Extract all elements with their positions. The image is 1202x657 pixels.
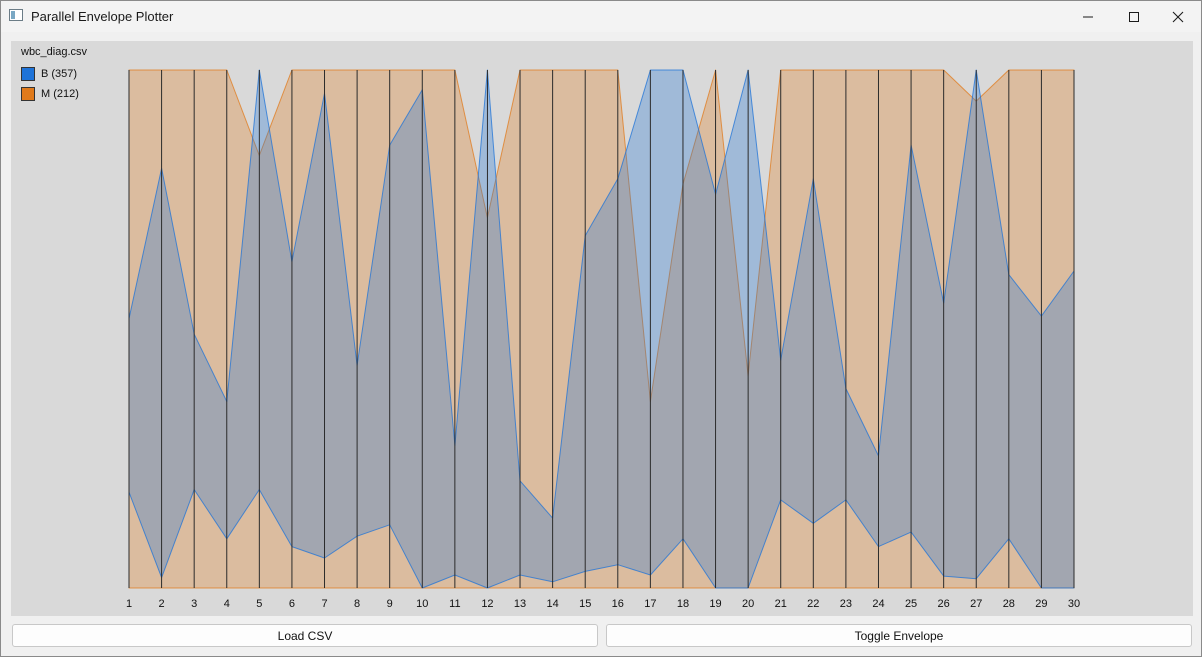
app-window-icon xyxy=(9,9,23,21)
close-icon xyxy=(1172,11,1184,22)
legend-swatch-m xyxy=(21,87,35,101)
axis-label-21: 21 xyxy=(775,598,787,610)
axis-label-27: 27 xyxy=(970,598,982,610)
title-bar[interactable]: Parallel Envelope Plotter xyxy=(1,1,1201,32)
axis-label-15: 15 xyxy=(579,598,591,610)
axis-label-2: 2 xyxy=(159,598,165,610)
axis-label-1: 1 xyxy=(126,598,132,610)
axis-label-5: 5 xyxy=(256,598,262,610)
axis-label-9: 9 xyxy=(387,598,393,610)
axis-label-30: 30 xyxy=(1068,598,1080,610)
axis-label-14: 14 xyxy=(546,598,558,610)
axis-label-12: 12 xyxy=(481,598,493,610)
parallel-envelope-chart: 1 2 3 4 5 6 7 8 9 10 11 12 13 14 15 16 17 18 19 20 21 22 23 24 2… xyxy=(126,69,1080,610)
axis-label-25: 25 xyxy=(905,598,917,610)
legend-item-m: M (212) xyxy=(21,86,79,102)
axis-label-26: 26 xyxy=(938,598,950,610)
axis-label-20: 20 xyxy=(742,598,754,610)
axis-label-29: 29 xyxy=(1035,598,1047,610)
legend-label-b: B (357) xyxy=(41,68,78,80)
maximize-button[interactable] xyxy=(1111,1,1157,32)
legend-label-m: M (212) xyxy=(41,88,79,100)
axis-label-7: 7 xyxy=(321,598,327,610)
axis-label-28: 28 xyxy=(1003,598,1015,610)
legend-item-b: B (357) xyxy=(21,66,77,82)
axis-label-22: 22 xyxy=(807,598,819,610)
minimize-button[interactable] xyxy=(1065,1,1111,32)
window-title: Parallel Envelope Plotter xyxy=(31,9,174,24)
load-csv-button[interactable]: Load CSV xyxy=(12,624,598,647)
legend-swatch-b xyxy=(21,67,35,81)
axis-label-6: 6 xyxy=(289,598,295,610)
axis-label-11: 11 xyxy=(449,598,460,610)
axis-label-13: 13 xyxy=(514,598,526,610)
plot-area[interactable]: 1 2 3 4 5 6 7 8 9 10 11 12 13 14 15 16 17 18 19 20 21 22 23 24 2… xyxy=(11,41,1193,616)
axis-label-8: 8 xyxy=(354,598,360,610)
axis-label-16: 16 xyxy=(612,598,624,610)
axis-label-23: 23 xyxy=(840,598,852,610)
toggle-envelope-button[interactable]: Toggle Envelope xyxy=(606,624,1192,647)
axis-label-10: 10 xyxy=(416,598,428,610)
close-button[interactable] xyxy=(1155,1,1201,32)
file-name-label: wbc_diag.csv xyxy=(21,46,88,58)
axis-label-17: 17 xyxy=(644,598,656,610)
axis-label-24: 24 xyxy=(872,598,884,610)
axis-label-18: 18 xyxy=(677,598,689,610)
minimize-icon xyxy=(1083,16,1093,17)
axis-label-19: 19 xyxy=(709,598,721,610)
maximize-icon xyxy=(1129,11,1139,22)
axis-label-4: 4 xyxy=(224,598,230,610)
axis-label-3: 3 xyxy=(191,598,197,610)
